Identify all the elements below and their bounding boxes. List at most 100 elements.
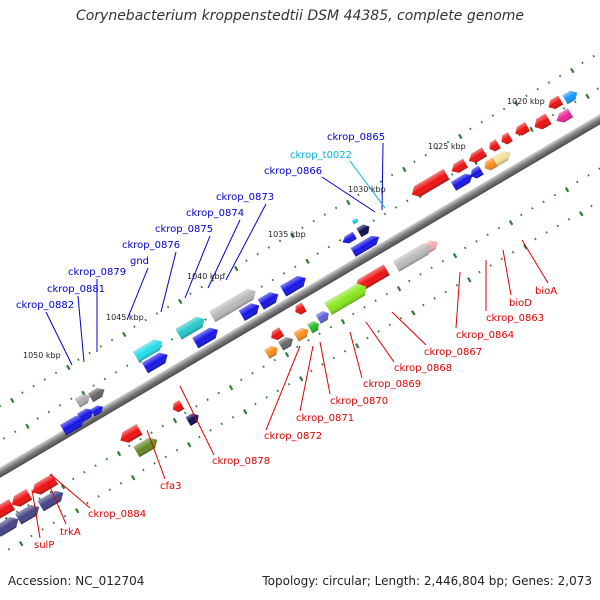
label-ckrop-0865[interactable]: ckrop_0865: [327, 132, 385, 143]
tick-row-upper-tick: [551, 113, 555, 117]
tick-row-bottom-tick: [19, 541, 24, 547]
label-leaders: [31, 142, 549, 539]
tick-row-lower-tick: [430, 266, 433, 269]
tick-row-outer-tick: [256, 252, 259, 256]
tick-row-upper-tick: [271, 278, 275, 282]
label-ckrop-0872[interactable]: ckrop_0872: [264, 431, 322, 442]
label-ckrop-0869[interactable]: ckrop_0869: [363, 379, 421, 390]
tick-row-lower-tick: [206, 398, 209, 401]
tick-row-lower-tick: [520, 213, 523, 217]
gene-trkA-shade: [37, 490, 64, 512]
tick-row-outer-tick: [189, 292, 192, 295]
label-ckrop-0881[interactable]: ckrop_0881: [47, 284, 105, 295]
label-ckrop-0871[interactable]: ckrop_0871: [296, 413, 354, 424]
label-ckrop-0882[interactable]: ckrop_0882: [16, 300, 74, 311]
label-sulP[interactable]: sulP: [34, 540, 54, 551]
tick-row-bottom-tick: [287, 382, 291, 386]
label-ckrop-0868[interactable]: ckrop_0868: [394, 363, 452, 374]
gene-ckrop-0872c-shade: [271, 327, 285, 341]
gene-ckrop-0866b-shade: [342, 231, 357, 244]
tick-row-lower-tick: [251, 372, 254, 375]
gene-bioA-e-shade: [534, 113, 552, 130]
label-ckrop-0866[interactable]: ckrop_0866: [264, 166, 322, 177]
label-bioD[interactable]: bioD: [509, 298, 532, 309]
label-ckrop-0876[interactable]: ckrop_0876: [122, 240, 180, 251]
gene-ckrop-0880-shade: [133, 339, 163, 363]
tick-row-lower-tick: [83, 470, 86, 474]
leader-ckrop-0871: [299, 345, 314, 412]
tick-row-outer-tick: [458, 133, 463, 140]
gene-bioA-d-shade: [515, 122, 530, 136]
tick-row-bottom-tick: [108, 488, 112, 492]
tick-row-lower-tick: [184, 411, 187, 415]
gene-bioA-shade: [492, 151, 511, 167]
tick-row-outer-tick: [581, 61, 584, 65]
tick-row-lower-tick: [128, 444, 131, 448]
tick-row-lower-tick: [139, 438, 142, 441]
tick-row-bottom-tick: [220, 422, 224, 426]
tick-row-lower-tick: [363, 306, 366, 309]
label-ckrop-0884[interactable]: ckrop_0884: [88, 509, 146, 520]
tick-row-bottom-tick: [455, 283, 459, 287]
tick-row-upper-tick: [338, 239, 342, 242]
tick-row-lower-tick: [49, 490, 52, 494]
tick-row-outer-tick: [547, 81, 551, 84]
tick-row-upper-tick: [327, 245, 331, 249]
label-cfa3[interactable]: cfa3: [160, 481, 182, 492]
gene-ckrop-0879-shade: [142, 352, 168, 374]
tick-row-upper-tick: [2, 437, 6, 440]
tick-row-outer-tick: [200, 285, 203, 289]
label-ckrop-0878[interactable]: ckrop_0878: [212, 456, 270, 467]
label-ckrop-0879[interactable]: ckrop_0879: [68, 267, 126, 278]
label-ckrop-0874[interactable]: ckrop_0874: [186, 208, 244, 219]
label-trkA[interactable]: trkA: [60, 527, 81, 538]
tick-row-outer-tick: [99, 345, 103, 348]
tick-row-bottom-tick: [63, 514, 67, 518]
label-ckrop-0864[interactable]: ckrop_0864: [456, 330, 514, 341]
gene-labels[interactable]: ckrop_0865 ckrop_t0022 ckrop_0866 ckrop_…: [16, 132, 557, 551]
label-bioA[interactable]: bioA: [535, 286, 557, 297]
tick-row-upper-tick: [92, 384, 95, 387]
tick-row-bottom-tick: [399, 316, 403, 320]
gene-ckrop-0865-shade: [356, 224, 370, 238]
gene-bioD-shade: [484, 157, 498, 171]
tick-row-lower-tick: [531, 207, 534, 210]
label-ckrop-0867[interactable]: ckrop_0867: [424, 347, 482, 358]
tick-row-outer-tick: [278, 239, 282, 243]
label-ckrop-0870[interactable]: ckrop_0870: [330, 396, 388, 407]
leader-ckrop-0881: [77, 295, 85, 363]
kbp-label-1040: 1040 kbp: [187, 272, 225, 281]
leader-ckrop-0884: [49, 473, 91, 509]
tick-row-bottom-tick: [41, 528, 44, 531]
gene-ckrop-0874-shade: [257, 292, 279, 310]
tick-row-bottom-tick: [467, 277, 472, 283]
tick-row-outer-tick: [32, 384, 35, 388]
label-ckrop-0873[interactable]: ckrop_0873: [216, 192, 274, 203]
label-ckrop-0875[interactable]: ckrop_0875: [155, 224, 213, 235]
tick-row-lower-tick: [352, 312, 355, 316]
tick-row-outer-tick: [334, 206, 338, 210]
tick-row-upper-tick: [574, 100, 577, 104]
tick-row-bottom-tick: [254, 402, 257, 406]
tick-row-bottom-tick: [276, 389, 280, 393]
gene-bioB-shade: [451, 158, 468, 173]
tick-row-upper-tick: [103, 377, 107, 381]
label-gnd[interactable]: gnd: [130, 256, 149, 267]
tick-row-lower-tick: [15, 510, 19, 514]
tick-row-upper-tick: [114, 371, 118, 374]
tick-row-upper-tick: [58, 404, 62, 407]
tick-row-upper-tick: [81, 390, 86, 397]
tick-row-lower-tick: [262, 365, 265, 368]
tick-row-lower-tick: [60, 483, 66, 490]
tick-row-upper-tick: [204, 318, 207, 321]
gene-features[interactable]: [0, 87, 600, 539]
accession-text: Accession: NC_012704: [8, 574, 145, 588]
label-ckrop-t0022[interactable]: ckrop_t0022: [290, 150, 352, 161]
tick-row-outer-tick: [234, 265, 239, 272]
tick-row-upper-tick: [316, 252, 319, 255]
label-ckrop-0863[interactable]: ckrop_0863: [486, 313, 544, 324]
leader-bioA: [521, 239, 549, 284]
tick-row-bottom-tick: [310, 369, 313, 373]
tick-row-outer-tick: [514, 100, 519, 107]
